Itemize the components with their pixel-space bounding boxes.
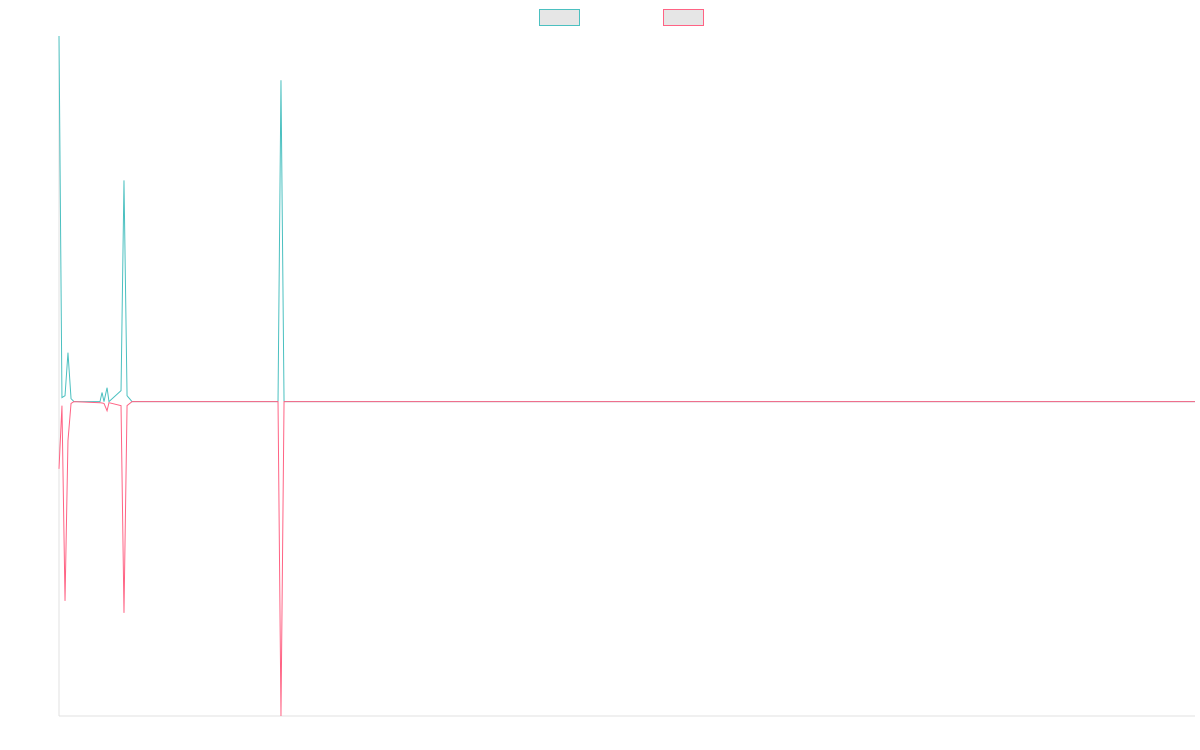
- line-series: [58, 401, 1195, 717]
- line-series: [58, 35, 1195, 403]
- legend-swatch: [539, 9, 580, 26]
- legend-swatch: [663, 9, 704, 26]
